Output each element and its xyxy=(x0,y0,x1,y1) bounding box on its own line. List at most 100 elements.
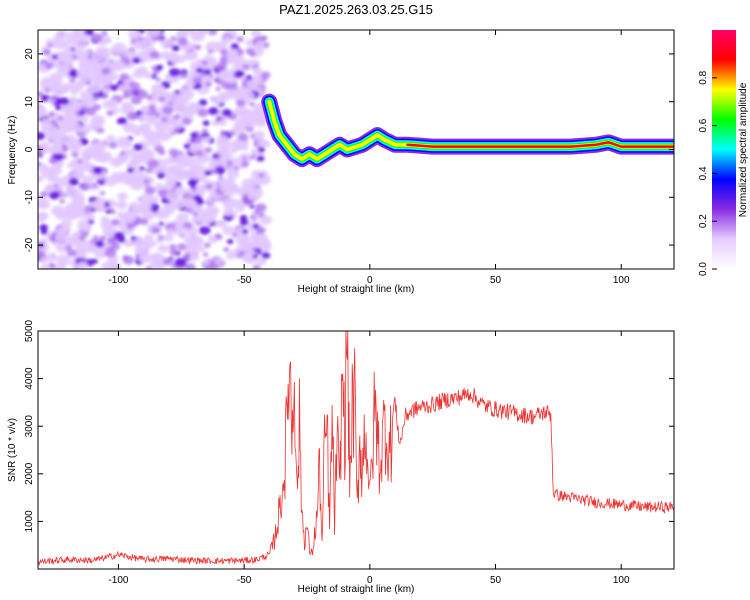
noise-blob xyxy=(61,114,74,124)
noise-blob xyxy=(127,148,136,155)
noise-blob xyxy=(249,204,255,209)
x-tick-label: -100 xyxy=(108,275,128,286)
noise-blob xyxy=(258,147,266,153)
x-tick-label: 100 xyxy=(613,275,630,286)
noise-blob xyxy=(228,48,239,57)
noise-blob xyxy=(76,67,92,79)
noise-blob xyxy=(214,233,221,239)
noise-blob xyxy=(57,116,63,121)
noise-blob xyxy=(249,52,257,58)
noise-blob xyxy=(110,218,120,226)
noise-blob xyxy=(100,215,110,224)
noise-blob xyxy=(202,120,210,126)
noise-blob xyxy=(205,205,220,217)
noise-blob xyxy=(263,42,270,48)
noise-blob xyxy=(115,200,128,210)
noise-blob xyxy=(116,192,128,201)
noise-blob xyxy=(42,49,51,56)
noise-blob xyxy=(121,101,133,111)
noise-blob xyxy=(167,165,178,174)
noise-blob xyxy=(127,224,134,230)
noise-blob xyxy=(198,99,208,106)
spectrogram-x-ticks: -100 -50 0 50 100 xyxy=(108,30,630,286)
noise-blob xyxy=(77,173,86,180)
noise-blob xyxy=(226,169,240,179)
noise-blob xyxy=(77,261,88,269)
noise-blob xyxy=(183,143,192,149)
colorbar-tick-label: 0.2 xyxy=(698,214,709,228)
noise-blob xyxy=(111,42,127,55)
noise-blob xyxy=(234,69,245,78)
snr-panel: -100 -50 0 50 100 1000 2000 3000 4000 5000 Heigh… xyxy=(7,319,675,595)
noise-blob xyxy=(155,77,161,82)
noise-blob xyxy=(50,95,58,102)
noise-blob xyxy=(174,257,187,267)
noise-blob xyxy=(214,257,225,266)
noise-blob xyxy=(142,35,155,45)
noise-blob xyxy=(151,65,158,71)
noise-blob xyxy=(85,148,95,156)
y-tick-label: 5000 xyxy=(24,319,35,342)
noise-blob xyxy=(166,126,175,133)
noise-blob xyxy=(177,37,188,46)
noise-blob xyxy=(67,138,83,151)
noise-blob xyxy=(124,210,135,219)
colorbar-tick-label: 0.6 xyxy=(698,118,709,132)
noise-blob xyxy=(105,209,111,214)
noise-blob xyxy=(69,78,76,84)
noise-blob xyxy=(91,258,98,264)
noise-blob xyxy=(169,54,181,64)
noise-blob xyxy=(79,90,90,99)
noise-blob xyxy=(261,140,271,148)
noise-blob xyxy=(239,218,249,226)
noise-blob xyxy=(38,199,44,208)
noise-blob xyxy=(93,73,108,86)
noise-blob xyxy=(157,244,166,252)
colorbar-tick-label: 0.4 xyxy=(698,166,709,180)
noise-blob xyxy=(47,43,53,48)
noise-blob xyxy=(102,225,118,238)
noise-blob xyxy=(144,186,156,195)
noise-blob xyxy=(252,67,263,76)
x-tick-label: 50 xyxy=(490,275,502,286)
noise-blob xyxy=(106,134,116,143)
noise-blob xyxy=(122,122,137,133)
noise-blob xyxy=(92,141,107,152)
noise-blob xyxy=(176,212,190,223)
noise-blob xyxy=(55,264,67,269)
noise-blob xyxy=(260,71,271,80)
colorbar: 0.0 0.2 0.4 0.6 0.8 Normalized spectral ampl… xyxy=(698,30,749,276)
y-tick-label: 0 xyxy=(24,146,35,152)
noise-blob xyxy=(79,111,86,116)
noise-blob xyxy=(71,151,80,158)
noise-blob xyxy=(219,55,229,63)
noise-blob xyxy=(230,43,239,50)
noise-blob xyxy=(145,30,162,37)
noise-blob xyxy=(78,34,91,44)
noise-blob xyxy=(38,91,44,97)
noise-blob xyxy=(163,132,173,140)
noise-blob xyxy=(75,249,87,259)
noise-blob xyxy=(130,236,136,241)
noise-blob xyxy=(55,225,68,236)
noise-blob xyxy=(217,91,231,103)
noise-blob xyxy=(75,81,84,89)
y-tick-label: -10 xyxy=(24,190,35,205)
noise-blob xyxy=(70,88,79,95)
noise-blob xyxy=(156,172,166,179)
noise-blob xyxy=(237,132,249,142)
noise-blob xyxy=(92,235,99,240)
noise-blob xyxy=(198,225,211,235)
noise-blob xyxy=(250,148,260,156)
noise-blob xyxy=(252,264,261,269)
noise-blob xyxy=(143,71,153,79)
chart-title: PAZ1.2025.263.03.25.G15 xyxy=(279,2,433,17)
noise-blob xyxy=(212,153,218,159)
noise-blob xyxy=(195,187,204,195)
noise-blob xyxy=(171,45,180,52)
y-tick-label: 2000 xyxy=(24,462,35,485)
noise-blob xyxy=(126,167,135,174)
noise-blob xyxy=(161,204,176,215)
noise-blob xyxy=(40,122,52,132)
